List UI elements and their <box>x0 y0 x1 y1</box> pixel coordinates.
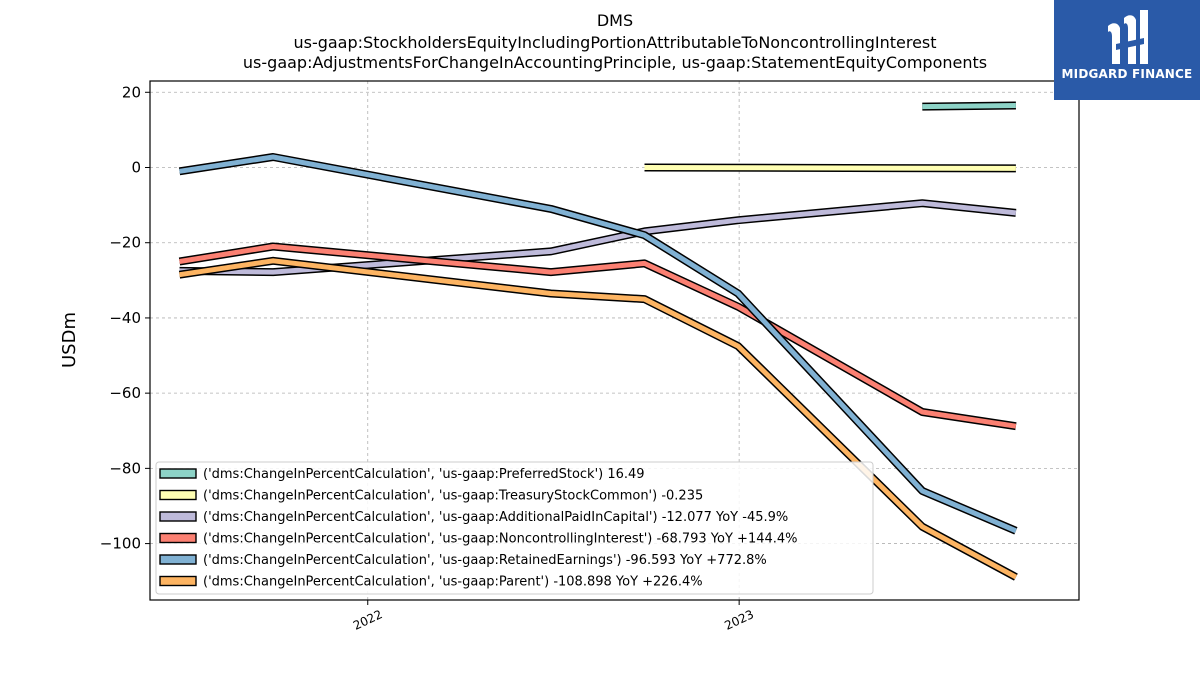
series-3 <box>178 242 1017 431</box>
legend-entry: ('dms:ChangeInPercentCalculation', 'us-g… <box>203 510 788 525</box>
series-0 <box>922 101 1016 111</box>
legend-swatch <box>159 468 197 479</box>
x-tick-label: 2023 <box>722 607 756 633</box>
logo: MIDGARD FINANCE <box>1054 0 1200 100</box>
series-lines <box>178 101 1018 581</box>
midgard-logo-mark-icon <box>1108 10 1148 64</box>
legend-swatch <box>159 489 197 501</box>
legend-box <box>155 461 874 595</box>
legend-entry: ('dms:ChangeInPercentCalculation', 'us-g… <box>203 553 767 568</box>
series-line <box>922 103 1016 110</box>
series-line <box>179 154 1017 534</box>
y-tick-label: −60 <box>109 384 141 402</box>
legend-entry: ('dms:ChangeInPercentCalculation', 'us-g… <box>203 575 703 590</box>
series-1 <box>644 163 1016 173</box>
chart-subtitle-line-1: us-gaap:StockholdersEquityIncludingPorti… <box>293 33 936 52</box>
x-axis-ticks: 2022 2023 <box>351 600 756 633</box>
legend-entry: ('dms:ChangeInPercentCalculation', 'us-g… <box>203 467 645 482</box>
plot-frame <box>149 80 1080 601</box>
legend-entry: ('dms:ChangeInPercentCalculation', 'us-g… <box>203 489 703 504</box>
legend-swatch <box>159 554 197 565</box>
chart-title-block: DMS us-gaap:StockholdersEquityIncludingP… <box>243 11 987 72</box>
y-axis-label: USDm <box>59 312 80 368</box>
legend-swatch <box>159 511 197 522</box>
y-tick-label: −100 <box>100 535 141 553</box>
y-tick-label: 0 <box>131 159 141 177</box>
y-tick-label: −20 <box>109 234 141 252</box>
y-tick-label: −80 <box>109 459 141 477</box>
chart-subtitle-line-2: us-gaap:AdjustmentsForChangeInAccounting… <box>243 53 987 72</box>
legend: ('dms:ChangeInPercentCalculation', 'us-g… <box>155 461 874 595</box>
series-line <box>644 165 1016 171</box>
y-axis-ticks: 20 0 −20 −40 −60 −80 −100 <box>100 83 150 553</box>
series-5 <box>178 256 1018 581</box>
legend-swatch <box>159 532 197 544</box>
y-tick-label: −40 <box>109 309 141 327</box>
chart-title: DMS <box>597 11 633 30</box>
series-line <box>179 244 1017 429</box>
legend-swatch <box>159 575 197 587</box>
series-line <box>179 258 1018 580</box>
legend-entry: ('dms:ChangeInPercentCalculation', 'us-g… <box>203 532 798 547</box>
x-tick-label: 2022 <box>351 607 385 633</box>
y-tick-label: 20 <box>122 83 141 101</box>
series-4 <box>178 153 1018 535</box>
logo-text: MIDGARD FINANCE <box>1061 67 1193 81</box>
